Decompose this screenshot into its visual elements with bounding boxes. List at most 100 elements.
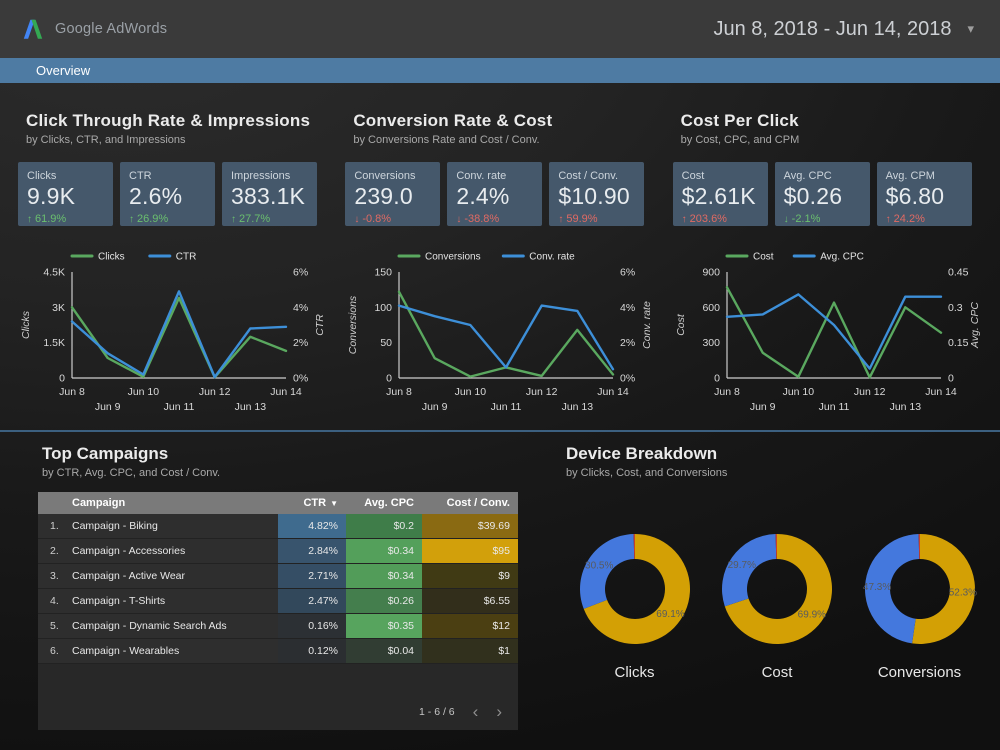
- svg-text:CTR: CTR: [176, 252, 197, 263]
- campaign-cell: Campaign - T-Shirts: [72, 595, 166, 607]
- table-row[interactable]: 1. Campaign - Biking 4.82% $0.2 $39.69: [38, 514, 518, 539]
- svg-text:Cost: Cost: [675, 313, 687, 336]
- avg-cpc-cell: $0.26: [346, 589, 422, 613]
- svg-text:4.5K: 4.5K: [43, 267, 65, 279]
- scorecard-label: Conversions: [354, 170, 416, 182]
- rank-cell: 3.: [50, 570, 59, 582]
- svg-text:Jun 11: Jun 11: [164, 401, 195, 413]
- adwords-logo-icon: [23, 19, 43, 39]
- scorecard-delta-value: 59.9%: [566, 213, 598, 225]
- campaigns-subtitle: by CTR, Avg. CPC, and Cost / Conv.: [42, 467, 221, 479]
- table-row[interactable]: 3. Campaign - Active Wear 2.71% $0.34 $9: [38, 564, 518, 589]
- svg-text:Jun 8: Jun 8: [714, 386, 740, 398]
- arrow-down-icon: ↓: [354, 213, 360, 225]
- donut-title: Cost: [761, 664, 793, 681]
- scorecard-value: 9.9K: [27, 183, 76, 209]
- donut-clicks: 69.1% 30.5% Clicks: [565, 519, 705, 681]
- scorecard-delta-value: -2.1%: [791, 213, 821, 225]
- table-row[interactable]: 2. Campaign - Accessories 2.84% $0.34 $95: [38, 539, 518, 564]
- donut-chart-cost[interactable]: 69.9% 29.7%: [707, 519, 847, 659]
- avg-cpc-cell: $0.35: [346, 614, 422, 638]
- scorecard-delta-value: 24.2%: [893, 213, 925, 225]
- svg-text:30.5%: 30.5%: [585, 561, 613, 572]
- app-header: Google AdWords Jun 8, 2018 - Jun 14, 201…: [0, 0, 1000, 58]
- scorecard-conversions: Conversions 239.0 ↓ -0.8%: [345, 162, 441, 226]
- section-cost-per-click: Cost Per Click by Cost, CPC, and CPM Cos…: [669, 83, 986, 418]
- series-cost: [725, 286, 942, 379]
- column-header-cost-conv[interactable]: Cost / Conv.: [446, 497, 510, 509]
- arrow-up-icon: ↑: [129, 213, 134, 225]
- series-conversions: [398, 290, 615, 378]
- scorecard-delta-value: -0.8%: [362, 213, 392, 225]
- donut-chart-conversions[interactable]: 52.3% 47.3%: [850, 519, 990, 659]
- tab-overview[interactable]: Overview: [36, 63, 91, 78]
- table-pagination: 1 - 6 / 6 ‹ ›: [38, 703, 518, 730]
- scorecard-value: $6.80: [885, 183, 945, 209]
- rank-cell: 5.: [50, 620, 59, 632]
- column-header-ctr[interactable]: CTR ▼: [303, 497, 338, 509]
- svg-text:52.3%: 52.3%: [948, 588, 976, 599]
- section-subtitle: by Conversions Rate and Cost / Conv.: [353, 134, 540, 146]
- scorecard-delta: ↑ 24.2%: [886, 213, 963, 225]
- arrow-up-icon: ↑: [681, 213, 687, 225]
- svg-text:Jun 14: Jun 14: [598, 386, 630, 398]
- scorecard-delta: ↑ 59.9%: [558, 213, 635, 225]
- svg-text:300: 300: [702, 337, 720, 349]
- section-subtitle: by Cost, CPC, and CPM: [680, 134, 800, 146]
- column-header-avg-cpc[interactable]: Avg. CPC: [364, 497, 414, 509]
- line-chart-cost-cpc[interactable]: Cost Avg. CPC 0 300 600 900 0 0.15 0.3 0.45 Cost Av…: [669, 246, 986, 418]
- brand: Google AdWords: [20, 16, 167, 42]
- prev-page-button[interactable]: ‹: [472, 702, 479, 721]
- svg-text:Conv. rate: Conv. rate: [641, 301, 653, 349]
- device-breakdown-panel: Device Breakdown by Clicks, Cost, and Co…: [540, 438, 1000, 730]
- scorecard-group: Cost $2.61K ↑ 203.6% Avg. CPC $0.26 ↓ -2.1% Avg.…: [672, 162, 986, 226]
- scorecard-impressions: Impressions 383.1K ↑ 27.7%: [222, 162, 317, 226]
- line-chart-clicks-ctr[interactable]: Clicks CTR 0 1.5K 3K 4.5K 0% 2% 4% 6% Clicks CTR Jun…: [14, 246, 331, 418]
- series-ctr: [70, 290, 288, 379]
- svg-text:900: 900: [702, 267, 720, 279]
- scorecard-value: 2.4%: [456, 183, 510, 209]
- date-range-control[interactable]: Jun 8, 2018 - Jun 14, 2018 ▾: [714, 18, 975, 41]
- scorecard-value: 239.0: [354, 183, 413, 209]
- scorecard-cost: Cost $2.61K ↑ 203.6%: [672, 162, 768, 226]
- ctr-cell: 2.84%: [278, 539, 346, 563]
- scorecard-value: 2.6%: [129, 183, 183, 209]
- arrow-down-icon: ↓: [456, 213, 462, 225]
- ctr-cell: 2.71%: [278, 564, 346, 588]
- donut-chart-clicks[interactable]: 69.1% 30.5%: [565, 519, 705, 659]
- rank-cell: 1.: [50, 520, 59, 532]
- scorecard-label: Cost / Conv.: [558, 170, 619, 182]
- svg-text:1.5K: 1.5K: [43, 337, 65, 349]
- top-campaigns-panel: Top Campaigns by CTR, Avg. CPC, and Cost…: [0, 438, 540, 730]
- campaign-cell: Campaign - Dynamic Search Ads: [72, 620, 227, 632]
- scorecard-delta-value: 27.7%: [239, 213, 271, 225]
- svg-text:Conv. rate: Conv. rate: [530, 252, 576, 263]
- line-chart-conversions-rate[interactable]: Conversions Conv. rate 0 50 100 150 0% 2% 4% 6% Co…: [341, 246, 658, 418]
- campaign-cell: Campaign - Wearables: [72, 645, 180, 657]
- table-row[interactable]: 5. Campaign - Dynamic Search Ads 0.16% $0.3…: [38, 614, 518, 639]
- next-page-button[interactable]: ›: [496, 702, 502, 721]
- svg-text:69.9%: 69.9%: [798, 610, 826, 621]
- slice-red: [775, 534, 777, 560]
- section-conversion-rate-cost: Conversion Rate & Cost by Conversions Ra…: [341, 83, 658, 418]
- table-row[interactable]: 6. Campaign - Wearables 0.12% $0.04 $1: [38, 639, 518, 664]
- svg-text:Jun 12: Jun 12: [854, 386, 886, 398]
- section-subtitle: by Clicks, CTR, and Impressions: [26, 134, 186, 146]
- scorecard-value: $10.90: [558, 183, 630, 209]
- svg-text:150: 150: [375, 267, 393, 279]
- scorecard-label: Clicks: [27, 170, 57, 182]
- column-header-campaign[interactable]: Campaign: [72, 497, 126, 509]
- svg-text:4%: 4%: [293, 302, 308, 314]
- svg-text:Jun 13: Jun 13: [562, 401, 594, 413]
- arrow-up-icon: ↑: [558, 213, 564, 225]
- metrics-area: Click Through Rate & Impressions by Clic…: [0, 83, 1000, 418]
- scorecard-cost-conv: Cost / Conv. $10.90 ↑ 59.9%: [549, 162, 645, 226]
- table-row[interactable]: 4. Campaign - T-Shirts 2.47% $0.26 $6.55: [38, 589, 518, 614]
- svg-text:Jun 13: Jun 13: [889, 401, 921, 413]
- svg-text:2%: 2%: [620, 337, 635, 349]
- svg-text:3K: 3K: [52, 302, 65, 314]
- donut-charts-row: 69.1% 30.5% Clicks 69.9% 29.7% Cost 52.3% 47.3%…: [562, 519, 1000, 681]
- cost-conv-cell: $6.55: [422, 589, 518, 613]
- svg-text:2%: 2%: [293, 337, 308, 349]
